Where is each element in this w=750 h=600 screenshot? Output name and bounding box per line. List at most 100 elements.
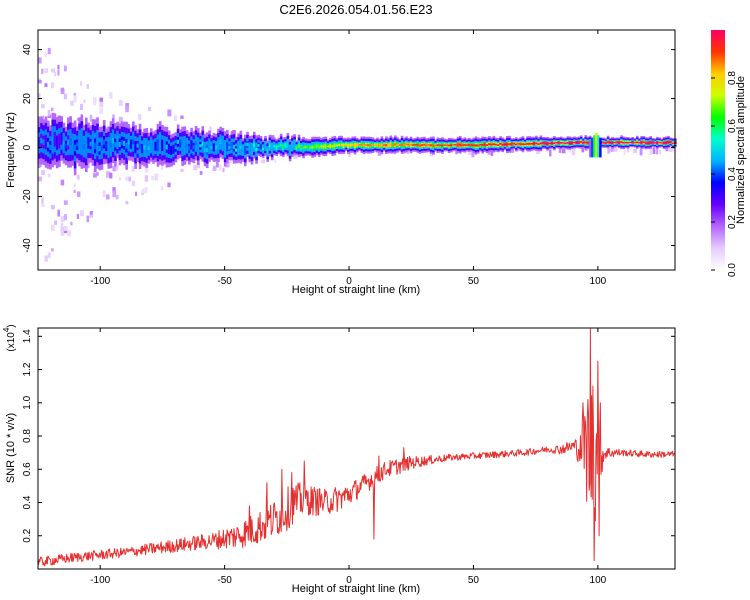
spectrogram-cell (60, 215, 65, 223)
spectrogram-x-ticks: -100 -50 0 50 100 (90, 30, 607, 287)
spectrogram-cell (349, 144, 352, 147)
spectrogram-cell (610, 147, 614, 152)
spectrogram-cell (396, 144, 399, 146)
spectrogram-cell (144, 186, 148, 194)
spectrogram-x-tick-label: 0 (346, 276, 352, 287)
spectrogram-y-tick-label: 0 (22, 144, 33, 150)
spectrogram-cell (99, 101, 104, 108)
spectrogram-cell (270, 142, 274, 155)
spectrogram-cell (179, 139, 182, 148)
spectrogram-cell (58, 134, 61, 149)
spectrogram-cell (131, 166, 135, 172)
spectrogram-cell (286, 141, 290, 148)
spectrogram-cell (80, 81, 83, 86)
spectrogram-cell (546, 142, 549, 145)
spectrogram-cell (360, 143, 364, 146)
spectrogram-cell (488, 143, 491, 146)
spectrogram-cell (151, 175, 155, 181)
spectrogram-cell (573, 141, 576, 144)
spectrogram-cell (615, 141, 619, 143)
spectrogram-cell (217, 143, 220, 148)
spectrogram-cell (92, 97, 97, 103)
spectrogram-cell (651, 141, 655, 143)
spectrogram-cell (613, 145, 618, 152)
spectrogram-cell (553, 142, 556, 145)
spectrogram-cell (606, 141, 610, 143)
spectrogram-y-tick-label: 20 (22, 93, 33, 105)
spectrogram-cell (559, 142, 563, 144)
spectrogram-cell (562, 148, 566, 154)
snr-y-tick-label: 0.8 (22, 429, 33, 443)
spectrogram-cell (64, 143, 68, 149)
spectrogram-cell (633, 142, 637, 144)
spectrogram-cell (38, 57, 42, 64)
spectrogram-cell (492, 143, 496, 146)
spectrogram-cell (429, 144, 433, 147)
spectrogram-cell (63, 200, 68, 205)
spectrogram-cell (38, 176, 42, 182)
spectrogram-cell (568, 142, 572, 144)
spectrogram-cell (274, 159, 277, 163)
spectrogram-cell (111, 137, 115, 144)
spectrogram-cell (71, 133, 75, 156)
spectrogram-cell (544, 142, 547, 144)
spectrogram-y-tick-label: -40 (22, 238, 33, 253)
svg-text:(x104): (x104) (2, 324, 17, 351)
spectrogram-cell (50, 224, 55, 231)
spectrogram-cell (192, 145, 196, 150)
spectrogram-cell (611, 142, 614, 144)
spectrogram-x-label: Height of straight line (km) (292, 284, 420, 296)
snr-y-tick-label: 0.2 (22, 528, 33, 542)
spectrogram-cell (548, 142, 552, 145)
spectrogram-cell (183, 136, 187, 156)
colorbar-gradient (711, 30, 725, 270)
spectrogram-cell (626, 146, 630, 153)
spectrogram-cell (163, 143, 167, 148)
spectrogram-cell (635, 141, 639, 144)
spectrogram-cell (555, 142, 558, 144)
spectrogram-cell (86, 162, 90, 169)
spectrogram-cell (136, 143, 140, 148)
spectrogram-cell (115, 194, 119, 200)
spectrogram-cell (80, 103, 83, 111)
spectrogram-cell (92, 173, 97, 178)
spectrogram-cell (338, 143, 341, 147)
spectrogram-cell (118, 99, 123, 106)
snr-x-tick-label: 0 (346, 575, 352, 586)
spectrogram-cell (91, 139, 95, 146)
spectrogram-cell (406, 150, 410, 154)
spectrogram-cell (420, 144, 424, 147)
spectrogram-cell (541, 142, 545, 144)
spectrogram-cell (340, 143, 343, 146)
colorbar-tick-label: 0.0 (727, 263, 738, 277)
spectrogram-cell (41, 68, 44, 75)
spectrogram-cell (515, 143, 518, 146)
spectrogram-cell (535, 142, 538, 145)
spectrogram-cell (655, 148, 659, 155)
spectrogram-cell (73, 189, 76, 193)
spectrogram-cell (129, 139, 133, 149)
spectrogram-cell (41, 203, 45, 208)
spectrogram-cell (436, 144, 440, 147)
spectrogram-cell (423, 143, 426, 146)
spectrogram-cell (665, 147, 669, 152)
spectrogram-cell (268, 144, 272, 147)
spectrogram-cell (226, 141, 229, 152)
spectrogram-cell (197, 137, 200, 156)
spectrogram-cell (44, 52, 47, 57)
spectrogram-cell (297, 144, 301, 148)
spectrogram-cell (308, 146, 312, 149)
spectrogram-cell (135, 191, 138, 196)
spectrogram-cell (38, 162, 42, 167)
spectrogram-cell (38, 93, 41, 98)
spectrogram-cell (149, 136, 153, 154)
spectrogram-cell (196, 162, 201, 169)
spectrogram-cell (152, 139, 155, 156)
spectrogram-cell (156, 142, 160, 148)
spectrogram-cell (86, 215, 90, 223)
spectrogram-cell (455, 149, 458, 155)
spectrogram-cell (60, 230, 65, 236)
spectrogram-cell (176, 139, 180, 144)
spectrogram-cell (50, 82, 54, 89)
